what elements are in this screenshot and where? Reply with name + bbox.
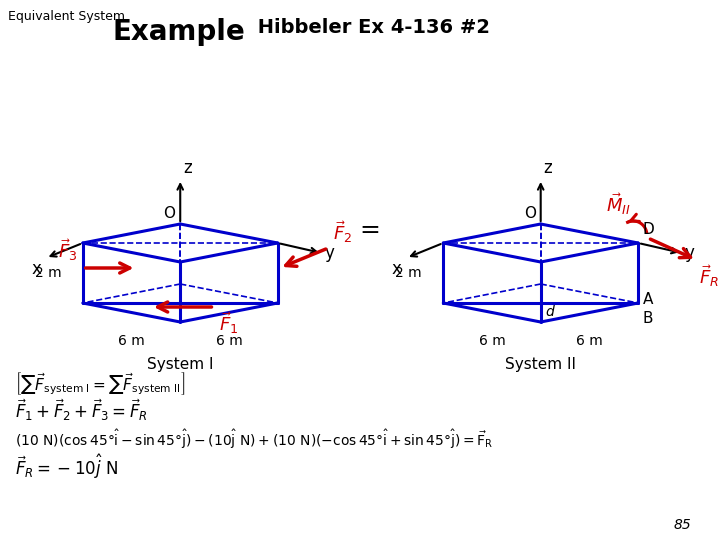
Text: 85: 85 — [674, 518, 692, 532]
Text: z: z — [544, 159, 552, 177]
Text: $\vec{F}_2$: $\vec{F}_2$ — [333, 219, 353, 245]
Text: y: y — [685, 244, 695, 262]
Text: $\vec{F}_R = -10\hat{j}\ \rm N$: $\vec{F}_R = -10\hat{j}\ \rm N$ — [14, 452, 118, 481]
Text: z: z — [183, 159, 192, 177]
Text: $(10\ \rm N)(\cos 45°\hat{i} - \sin 45°\hat{j}) - (10\hat{j}\ \rm N) + (10\ \rm : $(10\ \rm N)(\cos 45°\hat{i} - \sin 45°\… — [14, 428, 493, 451]
Text: 6 m: 6 m — [118, 334, 145, 348]
Text: 6 m: 6 m — [479, 334, 505, 348]
Text: $\vec{M}_{II}$: $\vec{M}_{II}$ — [606, 191, 631, 217]
Text: $\vec{F}_1 + \vec{F}_2 + \vec{F}_3 = \vec{F}_R$: $\vec{F}_1 + \vec{F}_2 + \vec{F}_3 = \ve… — [14, 398, 148, 423]
Text: 2 m: 2 m — [395, 266, 422, 280]
Text: O: O — [163, 206, 176, 221]
Text: $\left[\sum \vec{F}_{\rm system\ I} = \sum \vec{F}_{\rm system\ II}\right]$: $\left[\sum \vec{F}_{\rm system\ I} = \s… — [14, 370, 185, 397]
Text: d: d — [546, 305, 554, 319]
Text: $\vec{F}_1$: $\vec{F}_1$ — [219, 310, 238, 336]
Text: D: D — [643, 222, 654, 237]
Text: y: y — [325, 244, 334, 262]
Text: Hibbeler Ex 4-136 #2: Hibbeler Ex 4-136 #2 — [251, 18, 490, 37]
Text: $\vec{F}_R$: $\vec{F}_R$ — [700, 263, 719, 289]
Text: System II: System II — [505, 357, 576, 372]
Text: B: B — [643, 311, 654, 326]
Text: 2 m: 2 m — [35, 266, 61, 280]
Text: Equivalent System: Equivalent System — [8, 10, 125, 23]
Text: 6 m: 6 m — [215, 334, 243, 348]
Text: $\vec{F}_3$: $\vec{F}_3$ — [58, 237, 78, 263]
Text: System I: System I — [147, 357, 214, 372]
Text: x: x — [31, 260, 41, 278]
Text: A: A — [643, 293, 653, 307]
Text: =: = — [360, 218, 381, 242]
Text: Example: Example — [112, 18, 245, 46]
Text: 6 m: 6 m — [576, 334, 603, 348]
Text: x: x — [392, 260, 401, 278]
Text: O: O — [524, 206, 536, 221]
